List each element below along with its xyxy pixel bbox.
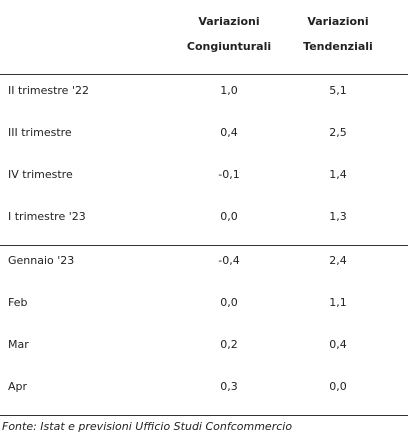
column-header: Variazioni (198, 15, 260, 28)
cell-value: 0,0 (220, 296, 238, 309)
row-label: IV trimestre (8, 168, 73, 181)
row-label: II trimestre '22 (8, 84, 89, 97)
cell-value: 1,0 (220, 84, 238, 97)
row-label: Mar (8, 338, 29, 351)
cell-value: 1,4 (329, 168, 347, 181)
row-label: III trimestre (8, 126, 72, 139)
cell-value: -0,4 (218, 254, 240, 267)
row-label: Apr (8, 380, 28, 393)
cell-value: 0,4 (220, 126, 238, 139)
cell-value: 0,0 (220, 210, 238, 223)
row-label: I trimestre '23 (8, 210, 86, 223)
divider (0, 415, 408, 416)
divider (0, 245, 408, 246)
column-header: Variazioni (307, 15, 369, 28)
cell-value: 0,2 (220, 338, 238, 351)
cell-value: 0,0 (329, 380, 347, 393)
divider (0, 74, 408, 75)
cell-value: 2,5 (329, 126, 347, 139)
cell-value: 2,4 (329, 254, 347, 267)
cell-value: 1,3 (329, 210, 347, 223)
row-label: Gennaio '23 (8, 254, 75, 267)
cell-value: 0,3 (220, 380, 238, 393)
cell-value: 1,1 (329, 296, 347, 309)
cell-value: 0,4 (329, 338, 347, 351)
cell-value: -0,1 (218, 168, 240, 181)
row-label: Feb (8, 296, 28, 309)
column-header: Congiunturali (186, 40, 272, 53)
column-header: Tendenziali (303, 40, 373, 53)
cell-value: 5,1 (329, 84, 347, 97)
footnote: Fonte: Istat e previsioni Ufficio Studi … (2, 420, 293, 433)
